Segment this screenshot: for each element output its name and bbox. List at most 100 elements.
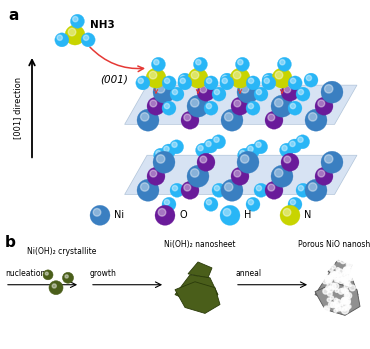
Circle shape — [346, 290, 350, 294]
Circle shape — [154, 60, 159, 65]
Circle shape — [271, 165, 293, 187]
Circle shape — [254, 183, 268, 197]
Circle shape — [329, 256, 336, 262]
Circle shape — [138, 78, 144, 83]
Circle shape — [349, 275, 355, 281]
Circle shape — [162, 101, 176, 115]
Circle shape — [350, 274, 353, 277]
Circle shape — [170, 183, 184, 197]
Circle shape — [332, 273, 338, 279]
Circle shape — [162, 197, 176, 211]
Circle shape — [220, 76, 234, 90]
Circle shape — [154, 148, 168, 162]
Circle shape — [336, 272, 341, 277]
Circle shape — [288, 197, 302, 211]
Text: b: b — [5, 235, 16, 250]
Circle shape — [156, 150, 161, 156]
Circle shape — [234, 170, 241, 177]
Circle shape — [172, 142, 177, 147]
Circle shape — [336, 268, 340, 272]
Circle shape — [191, 71, 199, 79]
Circle shape — [268, 114, 275, 121]
Circle shape — [212, 135, 226, 149]
Circle shape — [339, 297, 343, 300]
Text: anneal: anneal — [235, 269, 261, 278]
Polygon shape — [125, 85, 357, 124]
Circle shape — [90, 205, 110, 225]
Circle shape — [296, 87, 310, 101]
Circle shape — [225, 113, 233, 121]
Circle shape — [335, 295, 340, 299]
Circle shape — [43, 270, 53, 280]
Circle shape — [326, 275, 332, 281]
Circle shape — [344, 293, 350, 298]
Circle shape — [343, 298, 349, 304]
Circle shape — [298, 89, 303, 95]
Circle shape — [346, 262, 351, 267]
Text: (001): (001) — [100, 74, 128, 84]
Circle shape — [305, 109, 327, 131]
Circle shape — [221, 109, 243, 131]
Circle shape — [272, 68, 292, 88]
Circle shape — [336, 305, 340, 310]
Circle shape — [345, 290, 349, 293]
Circle shape — [329, 267, 333, 271]
Circle shape — [346, 254, 350, 258]
Circle shape — [256, 89, 262, 95]
Circle shape — [191, 169, 199, 177]
Circle shape — [344, 279, 348, 283]
Polygon shape — [125, 155, 357, 194]
Circle shape — [238, 60, 243, 65]
Circle shape — [330, 272, 336, 277]
Circle shape — [137, 179, 159, 201]
Circle shape — [345, 268, 350, 273]
Circle shape — [327, 287, 333, 292]
Circle shape — [206, 141, 211, 147]
Circle shape — [333, 299, 337, 302]
Circle shape — [206, 200, 212, 205]
Circle shape — [315, 97, 333, 115]
Circle shape — [340, 307, 343, 311]
Circle shape — [253, 140, 268, 154]
Circle shape — [230, 68, 250, 88]
Text: H: H — [244, 210, 251, 220]
Circle shape — [318, 100, 325, 107]
Circle shape — [184, 114, 191, 121]
Circle shape — [151, 57, 165, 71]
Circle shape — [340, 258, 346, 263]
Circle shape — [350, 285, 355, 291]
Circle shape — [325, 258, 330, 263]
Circle shape — [338, 276, 343, 281]
Circle shape — [225, 183, 233, 191]
Circle shape — [334, 298, 338, 302]
Circle shape — [178, 76, 192, 90]
Circle shape — [344, 284, 349, 288]
Circle shape — [343, 289, 348, 294]
Circle shape — [180, 75, 186, 81]
Circle shape — [342, 288, 348, 294]
Circle shape — [337, 269, 343, 276]
Circle shape — [334, 289, 341, 296]
Circle shape — [280, 143, 294, 157]
Circle shape — [194, 57, 208, 71]
Circle shape — [330, 296, 333, 299]
Circle shape — [275, 71, 283, 79]
Circle shape — [265, 111, 283, 129]
Circle shape — [342, 301, 348, 307]
Circle shape — [214, 186, 219, 191]
Circle shape — [181, 111, 199, 129]
Circle shape — [238, 148, 252, 162]
Circle shape — [309, 183, 317, 191]
Circle shape — [339, 293, 342, 296]
Circle shape — [346, 292, 352, 298]
Circle shape — [220, 73, 234, 87]
Circle shape — [187, 95, 209, 117]
Circle shape — [83, 35, 89, 40]
Text: N: N — [304, 210, 312, 220]
Circle shape — [337, 258, 341, 262]
Circle shape — [321, 151, 343, 173]
Circle shape — [180, 78, 185, 83]
Circle shape — [283, 208, 291, 216]
Circle shape — [329, 273, 336, 279]
Circle shape — [70, 14, 84, 28]
